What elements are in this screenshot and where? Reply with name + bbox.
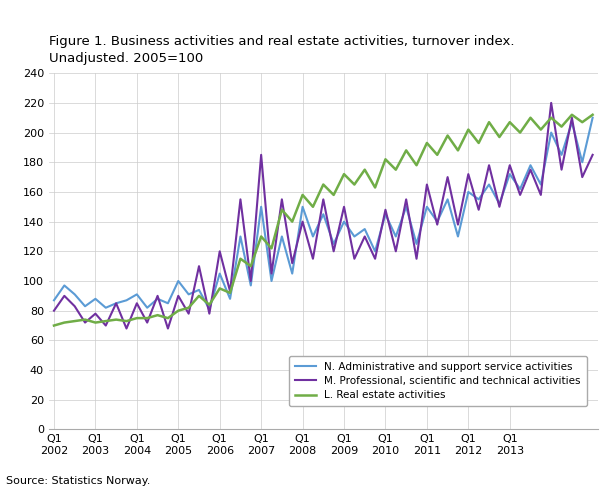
M. Professional, scientific and technical activities xyxy=(589,152,597,158)
Text: Source: Statistics Norway.: Source: Statistics Norway. xyxy=(6,476,151,486)
M. Professional, scientific and technical activities xyxy=(123,325,130,331)
M. Professional, scientific and technical activities xyxy=(371,256,379,262)
N. Administrative and support service activities xyxy=(206,306,213,312)
M. Professional, scientific and technical activities xyxy=(403,197,410,203)
N. Administrative and support service activities xyxy=(195,287,203,293)
L. Real estate activities xyxy=(527,115,534,121)
N. Administrative and support service activities xyxy=(589,115,597,121)
M. Professional, scientific and technical activities xyxy=(382,207,389,213)
N. Administrative and support service activities xyxy=(537,182,545,187)
Legend: N. Administrative and support service activities, M. Professional, scientific an: N. Administrative and support service ac… xyxy=(289,356,587,407)
N. Administrative and support service activities xyxy=(382,211,389,217)
N. Administrative and support service activities xyxy=(371,248,379,254)
L. Real estate activities xyxy=(589,112,597,118)
Text: Figure 1. Business activities and real estate activities, turnover index.
Unadju: Figure 1. Business activities and real e… xyxy=(49,35,514,65)
L. Real estate activities xyxy=(361,167,368,173)
M. Professional, scientific and technical activities xyxy=(206,311,213,317)
Line: N. Administrative and support service activities: N. Administrative and support service ac… xyxy=(54,118,593,309)
L. Real estate activities xyxy=(465,127,472,133)
M. Professional, scientific and technical activities xyxy=(50,308,57,314)
L. Real estate activities xyxy=(569,112,576,118)
L. Real estate activities xyxy=(195,293,203,299)
N. Administrative and support service activities xyxy=(403,204,410,210)
M. Professional, scientific and technical activities xyxy=(475,207,483,213)
Line: L. Real estate activities: L. Real estate activities xyxy=(54,115,593,325)
N. Administrative and support service activities xyxy=(475,197,483,203)
N. Administrative and support service activities xyxy=(50,297,57,303)
M. Professional, scientific and technical activities xyxy=(413,256,420,262)
L. Real estate activities xyxy=(50,323,57,328)
L. Real estate activities xyxy=(392,167,400,173)
M. Professional, scientific and technical activities xyxy=(548,100,555,106)
Line: M. Professional, scientific and technical activities: M. Professional, scientific and technica… xyxy=(54,103,593,328)
L. Real estate activities xyxy=(371,184,379,190)
